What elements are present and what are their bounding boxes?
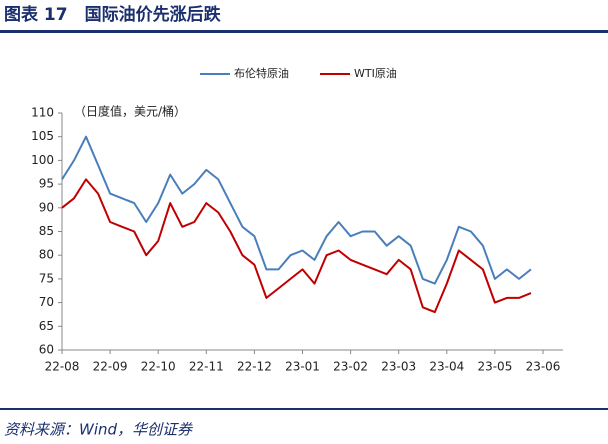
title-rule — [0, 30, 608, 33]
source-rule — [0, 408, 608, 410]
y-tick-label: 80 — [39, 248, 54, 262]
y-tick-label: 100 — [31, 153, 54, 167]
y-tick-label: 85 — [39, 224, 54, 238]
chart-title: 图表 17 国际油价先涨后跌 — [4, 4, 222, 25]
series-line — [61, 178, 532, 314]
y-tick-label: 110 — [31, 106, 54, 120]
legend-label: WTI原油 — [354, 66, 397, 80]
y-tick-label: 95 — [39, 177, 54, 191]
y-unit: （日度值，美元/桶） — [74, 104, 186, 119]
y-tick-label: 65 — [39, 319, 54, 333]
source: 资料来源：Wind，华创证券 — [4, 421, 193, 439]
x-tick-label: 23-01 — [285, 360, 320, 374]
x-tick-label: 23-02 — [333, 360, 368, 374]
x-tick-label: 22-08 — [45, 360, 80, 374]
x-tick-label: 22-09 — [93, 360, 128, 374]
y-tick-label: 105 — [31, 129, 54, 143]
y-tick-label: 70 — [39, 295, 54, 309]
x-tick-label: 22-11 — [189, 360, 224, 374]
x-tick-label: 23-05 — [477, 360, 512, 374]
x-tick-label: 22-12 — [237, 360, 272, 374]
y-tick-label: 75 — [39, 271, 54, 285]
legend-label: 布伦特原油 — [234, 66, 289, 80]
series-line — [61, 135, 532, 285]
y-tick-label: 90 — [39, 200, 54, 214]
x-tick-label: 23-03 — [381, 360, 416, 374]
x-tick-label: 23-06 — [526, 360, 561, 374]
y-tick-label: 60 — [39, 343, 54, 357]
x-tick-label: 22-10 — [141, 360, 176, 374]
x-tick-label: 23-04 — [429, 360, 464, 374]
